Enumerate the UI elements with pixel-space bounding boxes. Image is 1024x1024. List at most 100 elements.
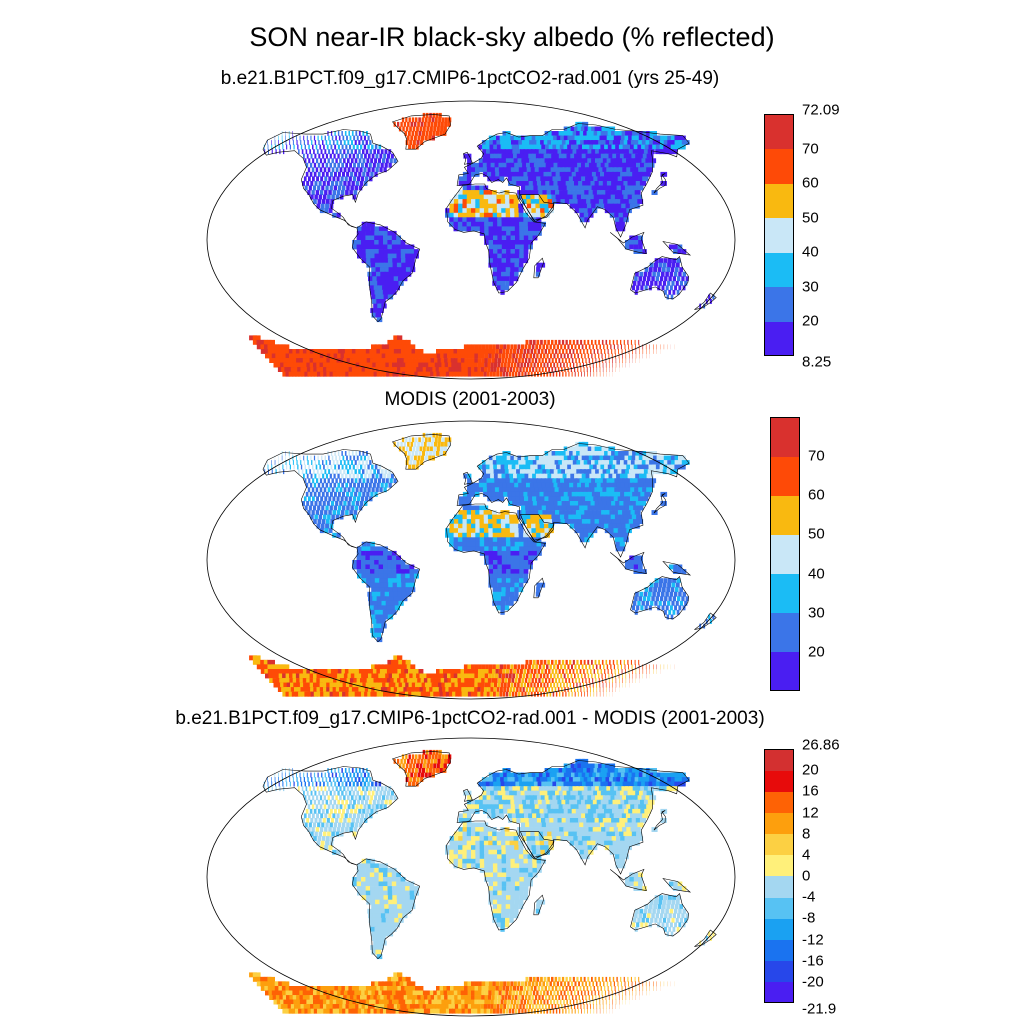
grid-cell bbox=[496, 144, 502, 150]
grid-cell bbox=[644, 605, 648, 611]
grid-cell bbox=[636, 482, 643, 488]
grid-cell bbox=[484, 537, 489, 543]
grid-cell bbox=[344, 451, 347, 456]
grid-cell bbox=[527, 171, 533, 177]
grid-cell bbox=[380, 619, 386, 624]
grid-cell bbox=[496, 203, 502, 209]
grid-cell bbox=[541, 358, 544, 363]
grid-cell bbox=[516, 669, 520, 674]
grid-cell bbox=[563, 362, 565, 368]
grid-cell bbox=[405, 267, 411, 273]
grid-cell bbox=[381, 158, 385, 164]
grid-cell bbox=[638, 235, 643, 241]
grid-cell bbox=[375, 614, 381, 620]
grid-cell bbox=[379, 267, 386, 273]
grid-cell bbox=[424, 117, 428, 123]
grid-cell bbox=[614, 669, 616, 674]
grid-cell bbox=[312, 158, 315, 164]
grid-cell bbox=[340, 140, 342, 145]
grid-cell bbox=[673, 569, 678, 574]
grid-cell bbox=[471, 482, 476, 488]
grid-cell bbox=[497, 541, 503, 547]
grid-cell bbox=[622, 528, 628, 534]
grid-cell bbox=[488, 349, 492, 354]
grid-cell bbox=[510, 226, 516, 232]
grid-cell bbox=[397, 121, 400, 127]
grid-cell bbox=[632, 491, 639, 497]
grid-cell bbox=[506, 573, 511, 579]
grid-cell bbox=[471, 344, 475, 350]
grid-cell bbox=[577, 199, 583, 204]
grid-cell bbox=[306, 482, 309, 488]
grid-cell bbox=[635, 153, 642, 159]
grid-cell bbox=[556, 455, 563, 461]
grid-cell bbox=[546, 664, 549, 670]
grid-cell bbox=[565, 482, 571, 488]
grid-cell bbox=[458, 181, 463, 186]
grid-cell bbox=[371, 153, 375, 159]
grid-cell bbox=[493, 555, 498, 561]
grid-cell bbox=[527, 371, 530, 377]
grid-cell bbox=[267, 464, 269, 470]
grid-cell bbox=[519, 469, 525, 475]
grid-cell bbox=[638, 564, 643, 570]
grid-cell bbox=[634, 510, 641, 515]
grid-cell bbox=[619, 501, 626, 506]
grid-cell bbox=[556, 464, 562, 470]
grid-cell bbox=[471, 523, 476, 529]
grid-cell bbox=[506, 555, 511, 561]
grid-cell bbox=[602, 487, 609, 493]
grid-cell bbox=[445, 367, 450, 372]
grid-cell bbox=[606, 344, 609, 350]
grid-cell bbox=[457, 682, 462, 688]
grid-cell bbox=[513, 194, 519, 200]
grid-cell bbox=[535, 271, 541, 277]
grid-cell bbox=[380, 149, 384, 155]
grid-cell bbox=[407, 678, 413, 683]
grid-cell bbox=[630, 464, 637, 470]
grid-cell bbox=[488, 523, 493, 529]
grid-cell bbox=[610, 167, 617, 173]
grid-cell bbox=[555, 491, 561, 497]
grid-cell bbox=[467, 167, 472, 173]
grid-cell bbox=[401, 271, 407, 277]
grid-cell bbox=[555, 349, 558, 354]
grid-cell bbox=[627, 339, 629, 345]
grid-cell bbox=[332, 212, 337, 218]
grid-cell bbox=[602, 362, 604, 368]
grid-cell bbox=[617, 344, 619, 350]
grid-cell bbox=[492, 253, 498, 259]
grid-cell bbox=[600, 451, 608, 456]
grid-cell bbox=[378, 682, 385, 688]
grid-cell bbox=[574, 126, 580, 132]
grid-cell bbox=[496, 514, 502, 520]
grid-cell bbox=[416, 126, 419, 132]
grid-cell bbox=[418, 349, 424, 354]
grid-cell bbox=[505, 582, 511, 588]
grid-cell bbox=[297, 464, 299, 470]
grid-cell bbox=[492, 573, 498, 579]
grid-cell bbox=[387, 244, 393, 250]
grid-cell bbox=[312, 464, 314, 470]
grid-cell bbox=[553, 135, 559, 141]
grid-cell bbox=[467, 158, 472, 164]
grid-cell bbox=[387, 573, 393, 579]
grid-cell bbox=[511, 171, 517, 177]
grid-cell bbox=[392, 371, 398, 377]
grid-cell bbox=[576, 451, 583, 456]
grid-cell bbox=[666, 149, 674, 155]
grid-cell bbox=[496, 605, 501, 611]
grid-cell bbox=[497, 153, 503, 159]
grid-cell bbox=[509, 528, 515, 534]
grid-cell bbox=[528, 496, 534, 502]
grid-cell bbox=[507, 682, 510, 688]
grid-cell bbox=[623, 460, 631, 465]
grid-cell bbox=[604, 473, 611, 479]
grid-cell bbox=[405, 244, 410, 250]
grid-cell bbox=[606, 167, 613, 173]
grid-cell bbox=[536, 659, 540, 665]
grid-cell bbox=[512, 353, 516, 359]
grid-cell bbox=[475, 487, 480, 493]
grid-cell bbox=[500, 682, 504, 688]
grid-cell bbox=[408, 362, 414, 368]
